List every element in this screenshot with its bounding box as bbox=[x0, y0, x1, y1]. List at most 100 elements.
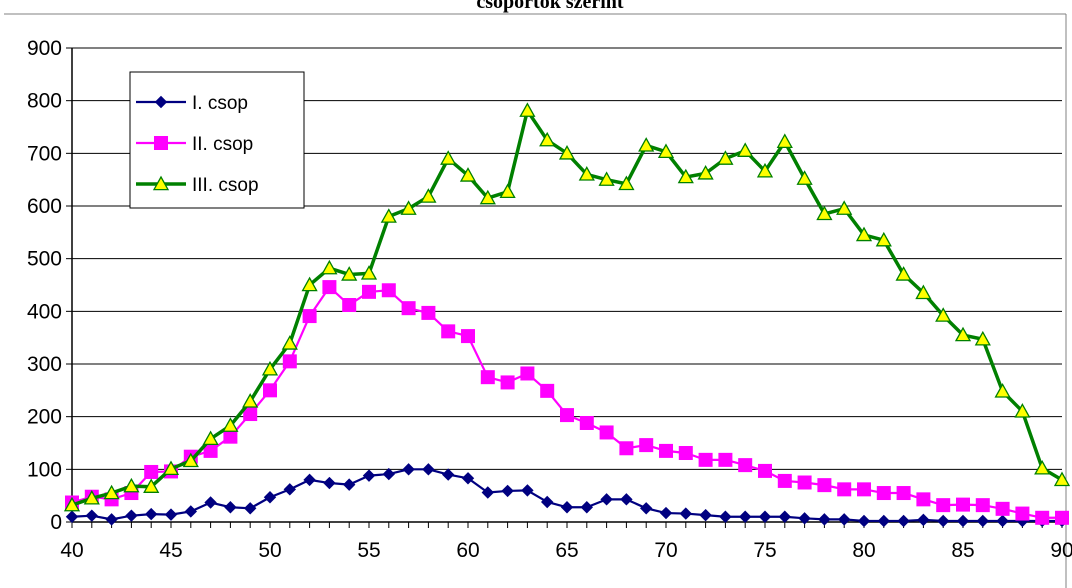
data-point bbox=[85, 509, 99, 522]
data-point bbox=[697, 165, 714, 180]
data-point bbox=[63, 496, 81, 512]
data-point bbox=[261, 360, 279, 376]
legend-label: III. csop bbox=[192, 175, 259, 196]
data-point bbox=[342, 298, 357, 313]
data-point bbox=[440, 150, 457, 165]
legend-marker bbox=[154, 95, 168, 109]
x-tick-label: 45 bbox=[159, 539, 182, 562]
data-point bbox=[915, 284, 932, 300]
series-3 bbox=[63, 102, 1071, 512]
data-point bbox=[698, 452, 713, 467]
data-point bbox=[501, 484, 514, 498]
data-point bbox=[382, 467, 396, 481]
series-2 bbox=[65, 280, 1069, 525]
data-point bbox=[836, 200, 853, 215]
data-point bbox=[857, 482, 871, 497]
data-point bbox=[677, 168, 694, 184]
data-point bbox=[699, 508, 712, 522]
data-point bbox=[223, 429, 238, 444]
data-point bbox=[639, 438, 654, 453]
x-tick-label: 85 bbox=[951, 539, 974, 562]
data-point bbox=[500, 375, 515, 390]
data-point bbox=[638, 137, 655, 152]
data-point bbox=[402, 463, 415, 476]
data-point bbox=[798, 512, 811, 525]
data-point bbox=[422, 463, 435, 476]
data-point bbox=[459, 167, 477, 182]
data-point bbox=[83, 489, 100, 505]
y-tick-label: 200 bbox=[27, 406, 62, 429]
y-tick-label: 300 bbox=[27, 353, 62, 376]
y-tick-label: 800 bbox=[27, 90, 62, 113]
series-1 bbox=[65, 463, 1069, 528]
legend-item: III. csop bbox=[136, 175, 259, 196]
data-point bbox=[123, 477, 140, 493]
data-point bbox=[1035, 510, 1050, 525]
data-point bbox=[659, 443, 673, 458]
data-point bbox=[461, 329, 475, 344]
data-point bbox=[876, 486, 891, 501]
data-point bbox=[242, 393, 259, 408]
data-point bbox=[896, 486, 911, 501]
data-point bbox=[817, 478, 832, 493]
data-point bbox=[718, 452, 733, 467]
data-point bbox=[995, 501, 1010, 516]
x-tick-label: 40 bbox=[60, 539, 83, 562]
data-point bbox=[204, 496, 217, 509]
data-point bbox=[380, 208, 397, 223]
data-point bbox=[956, 514, 970, 528]
data-point bbox=[263, 383, 277, 398]
legend-marker bbox=[152, 175, 170, 191]
data-point bbox=[540, 383, 555, 398]
data-point bbox=[441, 468, 455, 481]
x-tick-label: 80 bbox=[852, 539, 875, 562]
data-point bbox=[182, 452, 199, 468]
data-point bbox=[521, 484, 534, 497]
data-point bbox=[917, 513, 930, 527]
data-point bbox=[481, 486, 495, 499]
series-line bbox=[71, 286, 1062, 519]
data-point bbox=[65, 510, 79, 523]
data-point bbox=[717, 150, 734, 165]
data-point bbox=[756, 162, 774, 178]
data-point bbox=[796, 170, 813, 185]
data-point bbox=[322, 280, 337, 295]
data-point bbox=[758, 510, 772, 523]
x-tick-label: 90 bbox=[1050, 539, 1072, 562]
data-point bbox=[323, 476, 336, 490]
axis-layer: 0 100 200 300 400 500 600 700 800 900 40 45 50 55 60 65… bbox=[27, 37, 1072, 562]
legend-label: I. csop bbox=[192, 93, 248, 114]
data-point bbox=[1015, 506, 1030, 521]
data-point bbox=[816, 205, 833, 221]
data-point bbox=[479, 189, 496, 205]
data-point bbox=[420, 188, 437, 203]
data-point bbox=[875, 231, 892, 247]
data-point bbox=[678, 446, 693, 461]
data-point bbox=[600, 493, 613, 506]
x-tick-label: 50 bbox=[258, 539, 281, 562]
y-tick-label: 0 bbox=[50, 511, 62, 534]
data-point bbox=[381, 283, 396, 298]
data-point bbox=[619, 441, 634, 456]
data-point bbox=[243, 502, 257, 515]
data-point bbox=[578, 166, 595, 181]
data-point bbox=[125, 509, 138, 522]
data-point bbox=[143, 478, 160, 493]
data-point bbox=[1055, 510, 1069, 525]
data-point bbox=[657, 143, 675, 159]
data-point bbox=[263, 491, 277, 504]
data-point bbox=[639, 502, 653, 515]
data-point bbox=[144, 507, 158, 521]
data-point bbox=[1053, 471, 1071, 487]
data-point bbox=[935, 307, 952, 322]
data-point bbox=[283, 483, 297, 496]
data-point bbox=[540, 495, 554, 509]
data-point bbox=[520, 366, 535, 381]
data-point bbox=[222, 417, 239, 432]
legend-marker bbox=[154, 136, 168, 150]
data-point bbox=[558, 144, 576, 160]
data-point bbox=[994, 383, 1011, 398]
data-point bbox=[580, 501, 594, 514]
